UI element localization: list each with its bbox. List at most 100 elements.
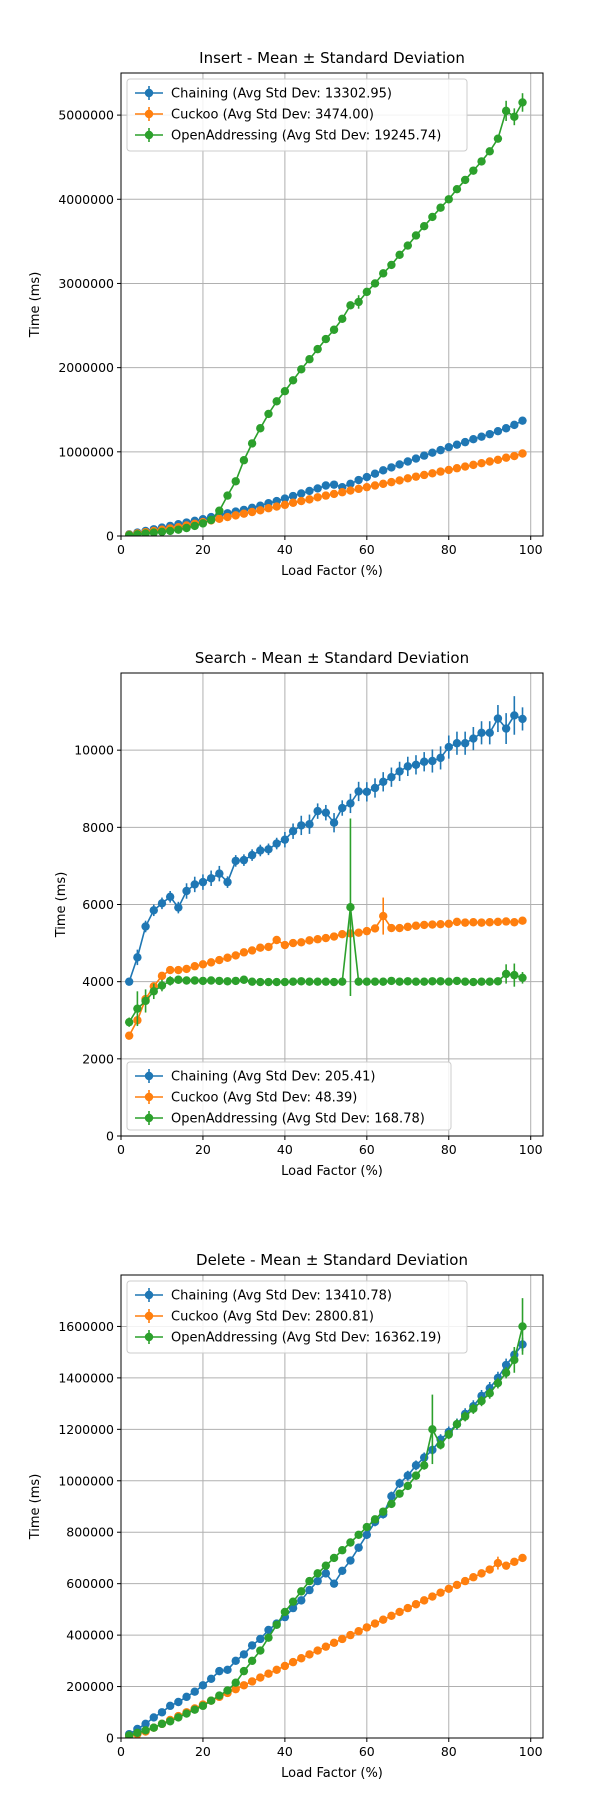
data-point xyxy=(469,166,478,175)
data-point xyxy=(444,1430,453,1439)
data-point xyxy=(206,1696,216,1705)
x-tick-label: 100 xyxy=(519,542,543,557)
data-point xyxy=(247,507,257,517)
data-point xyxy=(247,1656,257,1666)
data-point xyxy=(141,1719,150,1729)
data-point xyxy=(239,1666,249,1676)
data-point xyxy=(485,1565,494,1574)
data-point xyxy=(231,951,240,960)
x-tick-label: 100 xyxy=(519,1744,543,1759)
data-point xyxy=(452,1580,462,1590)
data-point xyxy=(165,1717,175,1726)
series-2 xyxy=(124,897,527,1040)
data-point xyxy=(247,1677,257,1686)
data-point xyxy=(419,470,429,480)
data-point xyxy=(206,958,216,967)
data-point xyxy=(247,850,257,860)
data-point xyxy=(460,1412,470,1421)
data-point xyxy=(223,877,232,887)
data-point xyxy=(313,977,322,986)
data-point xyxy=(124,977,134,986)
data-point xyxy=(411,454,421,463)
data-point xyxy=(305,495,314,504)
data-point xyxy=(518,714,527,724)
data-point xyxy=(313,806,322,816)
data-point xyxy=(338,1546,347,1555)
y-tick-label: 4000 xyxy=(82,974,114,989)
data-point xyxy=(510,1557,519,1567)
data-point xyxy=(239,1650,249,1659)
data-point xyxy=(493,917,503,927)
data-point xyxy=(321,1561,331,1570)
data-point xyxy=(239,975,249,984)
x-tick-label: 80 xyxy=(441,1744,457,1759)
data-point xyxy=(157,1719,167,1729)
data-point xyxy=(477,977,486,986)
data-point xyxy=(419,757,429,766)
data-point xyxy=(518,449,527,458)
data-point xyxy=(297,821,306,830)
data-point xyxy=(313,1569,322,1578)
data-point xyxy=(256,1673,265,1682)
y-tick-label: 4000000 xyxy=(58,192,114,207)
data-point xyxy=(436,467,445,476)
data-point xyxy=(338,930,347,939)
data-point xyxy=(264,504,273,513)
data-point xyxy=(157,899,167,908)
data-point xyxy=(256,977,265,987)
data-point xyxy=(272,502,281,511)
data-point xyxy=(485,918,494,927)
data-point xyxy=(501,106,511,116)
data-point xyxy=(518,1553,527,1563)
data-point xyxy=(272,935,281,945)
data-point xyxy=(354,787,363,796)
data-point xyxy=(501,969,511,979)
legend-label: Chaining (Avg Std Dev: 13410.78) xyxy=(171,1289,392,1304)
data-point xyxy=(419,920,429,930)
data-point xyxy=(403,1471,412,1480)
data-point xyxy=(436,445,445,455)
data-point xyxy=(510,1355,519,1365)
data-point xyxy=(190,1705,199,1714)
data-point xyxy=(452,917,462,927)
data-point xyxy=(403,1603,412,1613)
data-point xyxy=(165,976,175,986)
plot-frame xyxy=(120,72,544,537)
data-point xyxy=(419,977,429,986)
data-point xyxy=(387,1611,396,1621)
x-tick-label: 80 xyxy=(441,1142,457,1157)
data-point xyxy=(379,777,388,787)
data-point xyxy=(403,1481,412,1491)
x-tick-label: 0 xyxy=(117,1744,125,1759)
data-point xyxy=(256,1646,265,1655)
data-point xyxy=(305,1650,314,1659)
data-point xyxy=(198,960,208,969)
data-point xyxy=(297,496,306,506)
data-point xyxy=(411,1461,421,1470)
y-tick-label: 0 xyxy=(106,1129,114,1144)
legend-swatch-marker xyxy=(144,109,154,119)
data-point xyxy=(493,426,503,436)
data-point xyxy=(469,734,478,743)
data-point xyxy=(411,760,421,770)
data-point xyxy=(452,464,462,473)
data-point xyxy=(329,480,339,489)
series-1 xyxy=(124,416,527,536)
data-point xyxy=(321,808,331,817)
data-point xyxy=(510,112,519,121)
data-point xyxy=(419,1596,429,1605)
data-point xyxy=(264,1625,273,1635)
data-point xyxy=(362,1623,372,1632)
data-point xyxy=(501,453,511,462)
y-tick-label: 5000000 xyxy=(58,108,114,123)
data-point xyxy=(280,977,290,987)
data-point xyxy=(280,494,290,503)
data-point xyxy=(223,953,232,962)
data-point xyxy=(444,977,453,986)
data-point xyxy=(288,826,298,836)
data-point xyxy=(305,355,314,364)
legend-swatch-marker xyxy=(144,130,154,140)
x-tick-label: 0 xyxy=(117,542,125,557)
data-point xyxy=(264,1633,273,1642)
data-point xyxy=(477,157,486,166)
